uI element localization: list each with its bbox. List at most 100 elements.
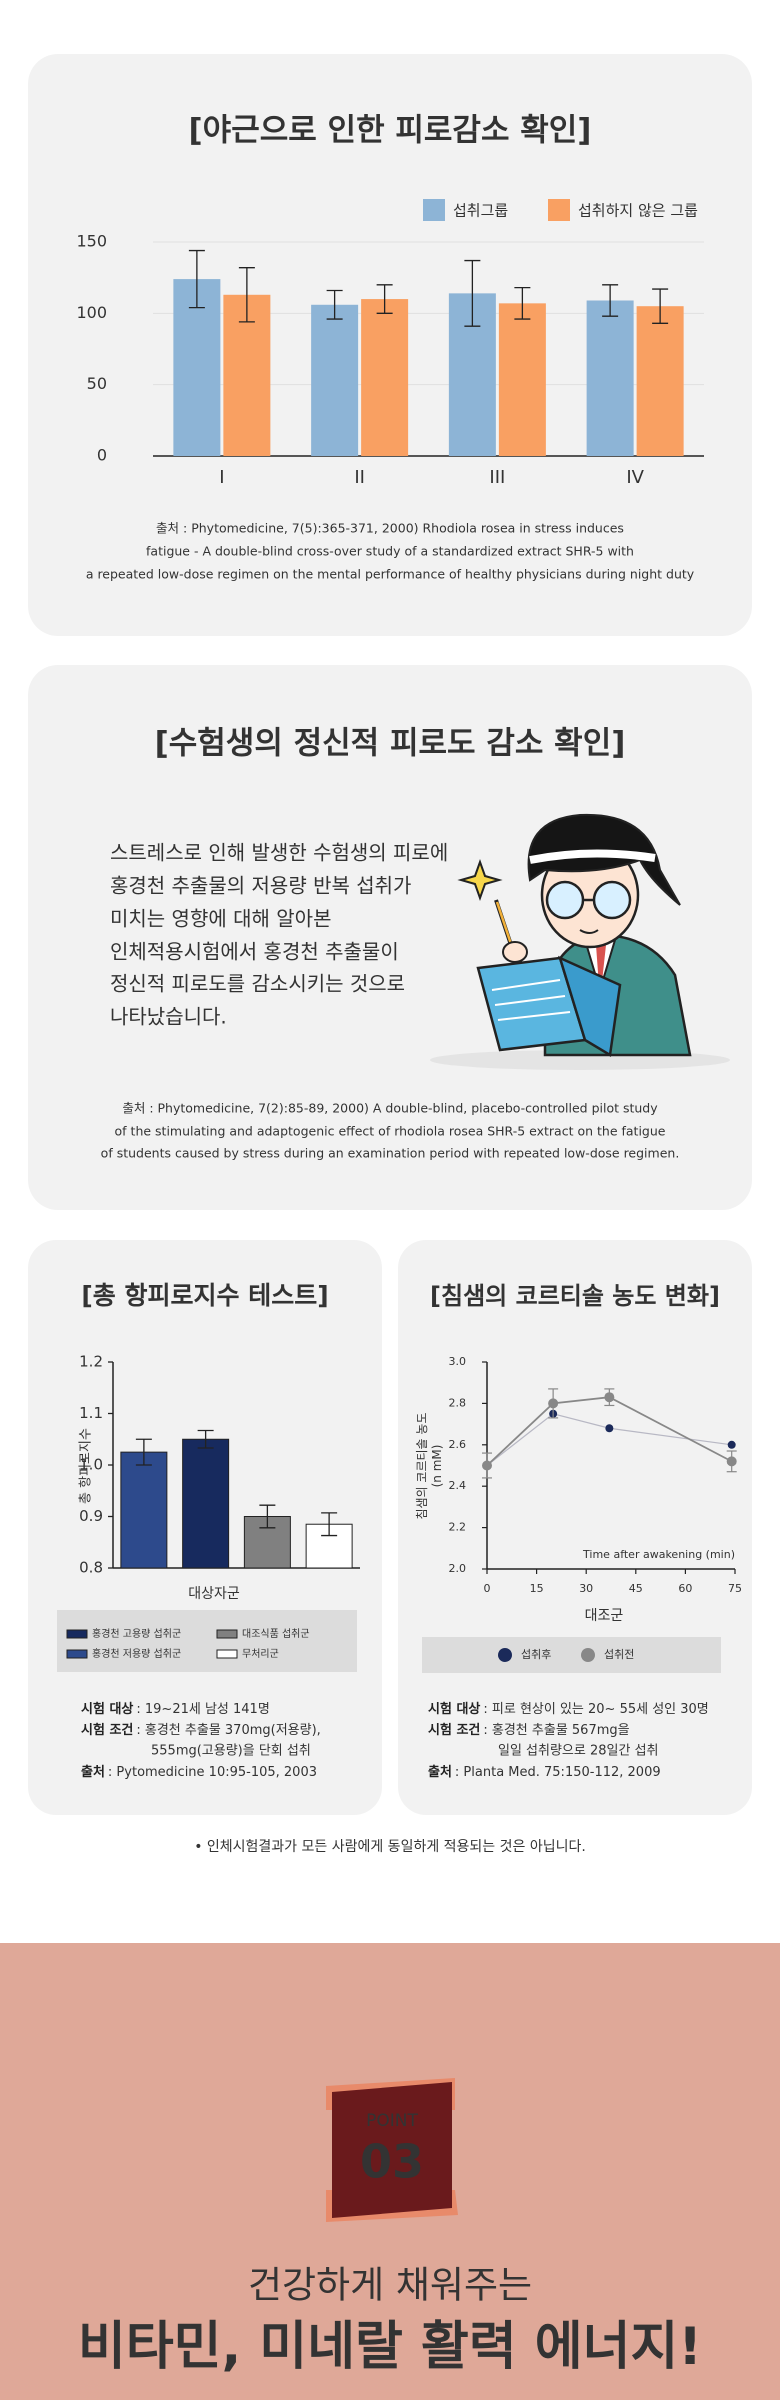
student-illustration [430, 813, 730, 1070]
x-axis-label: 대조군 [585, 1608, 624, 1624]
source-line: 출처 : Phytomedicine, 7(5):365-371, 2000) … [156, 521, 624, 536]
info-line: 시험 대상: 19~21세 남성 141명 [81, 1701, 270, 1717]
x-tick-label: 15 [530, 1582, 544, 1595]
error-bar [259, 1504, 276, 1529]
bar [498, 303, 546, 456]
y-axis-label-line: (n mM) [430, 1445, 444, 1488]
bar [361, 299, 409, 456]
legend-marker [581, 1648, 595, 1662]
y-tick-label: 100 [76, 303, 107, 322]
bar [182, 1438, 230, 1569]
point-label: POINT [366, 2111, 418, 2131]
card-title: [총 항피로지수 테스트] [81, 1281, 328, 1310]
info-line: 555mg(고용량)을 단회 섭취 [151, 1744, 311, 1759]
error-bar [135, 1438, 152, 1466]
y-tick-label: 1.2 [79, 1353, 103, 1371]
section-subtitle: 건강하게 채워주는 [248, 2264, 532, 2307]
data-point [726, 1456, 737, 1467]
legend-label: 홍경천 저용량 섭취군 [92, 1647, 181, 1660]
x-tick-label: III [489, 467, 505, 488]
y-axis-label: 침샘의 코르티솔 농도(n mM) [415, 1413, 444, 1520]
data-point [548, 1398, 559, 1409]
legend-swatch [216, 1649, 238, 1659]
body-line: 홍경천 추출물의 저용량 반복 섭취가 [110, 874, 411, 898]
x-tick-label: I [219, 467, 224, 488]
error-bar [238, 267, 255, 323]
legend-swatch [66, 1629, 88, 1639]
legend-swatch [66, 1649, 88, 1659]
bar [311, 304, 359, 456]
data-point [605, 1424, 614, 1433]
source-line: a repeated low-dose regimen on the menta… [86, 567, 695, 582]
y-tick-label: 2.2 [449, 1521, 467, 1534]
series-line [486, 1413, 732, 1466]
y-tick-label: 0.9 [79, 1507, 103, 1525]
y-tick-label: 2.0 [449, 1562, 467, 1575]
point-badge [326, 2078, 458, 2222]
source-line: of the stimulating and adaptogenic effec… [115, 1124, 666, 1139]
info-text: : 홍경천 추출물 370mg(저용량), [136, 1723, 320, 1738]
info-text: : Planta Med. 75:150-112, 2009 [455, 1765, 661, 1780]
error-bar [326, 289, 343, 320]
y-tick-label: 1.0 [79, 1456, 103, 1474]
y-tick-label: 2.4 [449, 1479, 467, 1492]
point-number: 03 [360, 2135, 424, 2189]
annotation: Time after awakening (min) [582, 1548, 735, 1561]
legend-label: 섭취후 [521, 1648, 551, 1661]
legend-swatch [548, 199, 570, 221]
error-bar [652, 288, 669, 324]
info-text: : 홍경천 추출물 567mg을 [483, 1723, 629, 1738]
x-tick-label: IV [626, 467, 644, 488]
legend-label: 대조식품 섭취군 [242, 1628, 310, 1640]
x-tick-label: 45 [629, 1582, 643, 1595]
y-axis-label: 총 항피로지수 [79, 1428, 94, 1504]
legend-label: 섭취그룹 [453, 202, 508, 220]
body-line: 미치는 영향에 대해 알아본 [110, 907, 331, 931]
y-axis-label-line: 침샘의 코르티솔 농도 [415, 1413, 429, 1520]
legend-box [422, 1637, 721, 1673]
y-tick-label: 150 [76, 232, 107, 251]
data-point [604, 1392, 615, 1403]
y-tick-label: 2.6 [449, 1438, 467, 1451]
error-bar [464, 259, 481, 327]
source-line: of students caused by stress during an e… [101, 1146, 680, 1161]
y-tick-label: 3.0 [449, 1355, 467, 1368]
legend-label: 홍경천 고용량 섭취군 [92, 1627, 181, 1640]
info-label: 시험 조건 [81, 1722, 133, 1738]
x-tick-label: 60 [678, 1582, 692, 1595]
y-tick-label: 50 [87, 374, 107, 393]
error-bar [321, 1512, 338, 1537]
legend-marker [498, 1648, 512, 1662]
body-line: 인체적용시험에서 홍경천 추출물이 [110, 940, 399, 964]
disclaimer: • 인체시험결과가 모든 사람에게 동일하게 적용되는 것은 아닙니다. [194, 1839, 586, 1855]
info-line: 출처: Planta Med. 75:150-112, 2009 [428, 1764, 661, 1780]
x-tick-label: 30 [579, 1582, 593, 1595]
legend-label: 섭취전 [604, 1648, 634, 1661]
y-tick-label: 0.8 [79, 1559, 103, 1577]
bar [120, 1451, 168, 1569]
legend-label: 무처리군 [242, 1648, 279, 1660]
source-line: fatigue - A double-blind cross-over stud… [146, 544, 634, 559]
info-line: 시험 대상: 피로 현상이 있는 20~ 55세 성인 30명 [428, 1701, 709, 1717]
card-background [28, 665, 752, 1210]
info-line: 시험 조건: 홍경천 추출물 370mg(저용량), [81, 1722, 321, 1738]
x-tick-label: II [354, 467, 365, 488]
error-bar [602, 284, 619, 317]
info-text: : 피로 현상이 있는 20~ 55세 성인 30명 [483, 1702, 708, 1717]
body-line: 정신적 피로도를 감소시키는 것으로 [110, 972, 405, 996]
x-tick-label: 0 [484, 1582, 491, 1595]
info-label: 시험 조건 [428, 1722, 480, 1738]
x-tick-label: 75 [728, 1582, 742, 1595]
legend-swatch [423, 199, 445, 221]
data-point [727, 1440, 736, 1449]
info-label: 출처 [428, 1764, 452, 1780]
info-line: 일일 섭취량으로 28일간 섭취 [498, 1744, 659, 1759]
error-bar [376, 284, 393, 314]
legend-label: 섭취하지 않은 그룹 [578, 202, 698, 220]
source-line: 출처 : Phytomedicine, 7(2):85-89, 2000) A … [122, 1101, 658, 1116]
info-text: : 19~21세 남성 141명 [136, 1702, 269, 1717]
error-bar [188, 249, 205, 309]
card-title: [야근으로 인한 피로감소 확인] [189, 113, 592, 149]
section-headline: 비타민, 미네랄 활력 에너지! [78, 2317, 702, 2377]
